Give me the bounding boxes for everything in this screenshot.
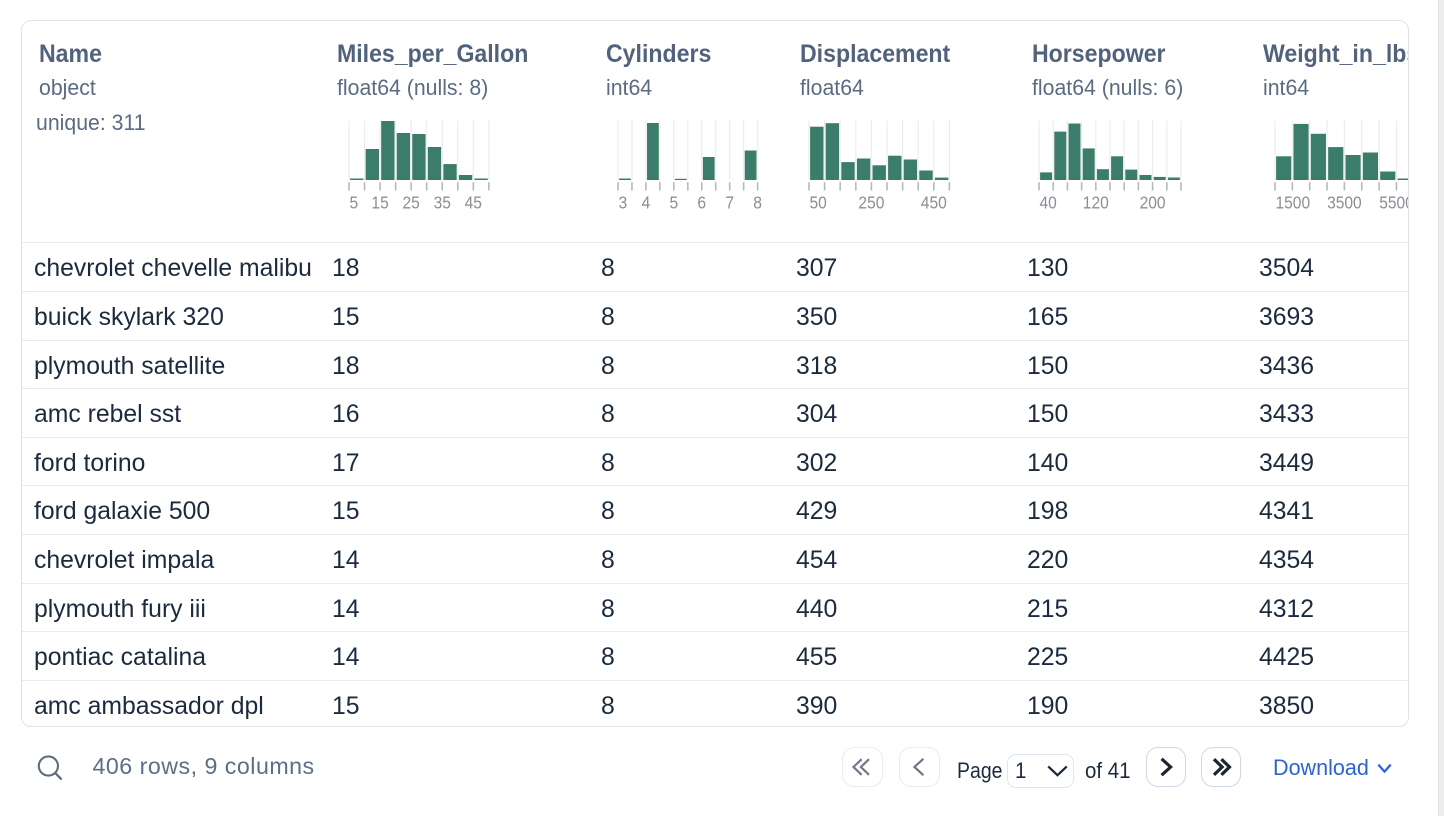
svg-text:4: 4	[641, 192, 650, 212]
svg-text:120: 120	[1083, 192, 1109, 212]
svg-text:200: 200	[1140, 192, 1166, 212]
svg-text:250: 250	[859, 192, 885, 212]
svg-text:25: 25	[402, 192, 419, 212]
svg-text:50: 50	[810, 192, 827, 212]
svg-text:8: 8	[753, 192, 762, 212]
svg-text:5500: 5500	[1379, 192, 1409, 212]
svg-text:6: 6	[697, 192, 706, 212]
svg-text:450: 450	[921, 192, 947, 212]
svg-text:15: 15	[371, 192, 388, 212]
svg-text:40: 40	[1040, 192, 1057, 212]
svg-text:1500: 1500	[1275, 192, 1310, 212]
svg-text:45: 45	[464, 192, 481, 212]
svg-text:5: 5	[669, 192, 678, 212]
svg-text:35: 35	[433, 192, 450, 212]
svg-text:7: 7	[725, 192, 734, 212]
svg-text:5: 5	[349, 192, 358, 212]
svg-text:3: 3	[618, 192, 627, 212]
svg-text:3500: 3500	[1327, 192, 1362, 212]
